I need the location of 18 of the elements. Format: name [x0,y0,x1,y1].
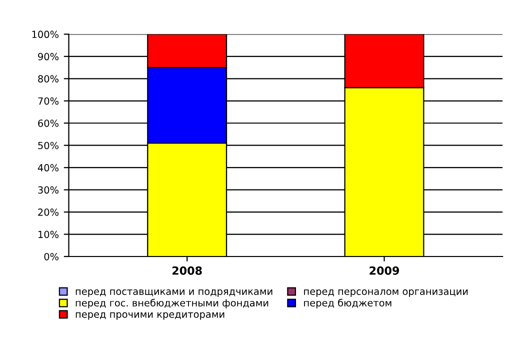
y-tick-label: 90% [38,52,59,60]
y-tick-label: 50% [38,142,59,150]
x-tick-label: 2008 [172,266,202,275]
legend-label: перед гос. внебюджетными фондами [76,298,268,308]
legend-label: перед поставщиками и подрядчиками [76,289,272,297]
y-tick-label: 10% [38,230,59,238]
y-tick-label: 30% [38,186,59,194]
legend-label: перед прочими кредиторами [76,312,224,320]
y-tick-label: 0% [44,252,59,260]
y-tick-label: 100% [32,30,59,38]
y-tick-label: 20% [38,208,59,216]
legend-label: перед бюджетом [304,298,392,308]
x-tick-label: 2009 [370,266,399,275]
y-tick-label: 60% [38,120,59,127]
legend-label: перед персоналом организации [304,289,468,297]
y-tick-label: 80% [38,75,59,82]
y-tick-label: 40% [38,164,59,172]
y-tick-label: 70% [38,97,59,105]
